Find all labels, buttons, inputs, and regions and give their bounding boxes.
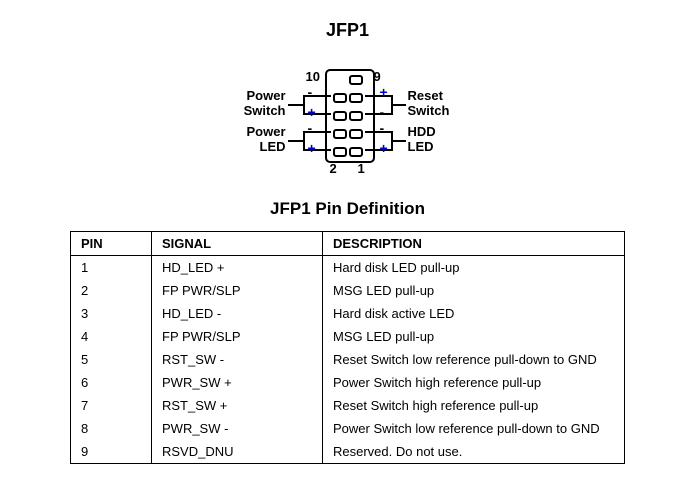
- table-cell: 3: [71, 302, 152, 325]
- sign-minus: -: [308, 85, 313, 99]
- table-row: 5RST_SW -Reset Switch low reference pull…: [71, 348, 625, 371]
- col-signal: SIGNAL: [152, 232, 323, 256]
- label-hdd-led-1: HDD: [408, 125, 436, 138]
- pin-row-6-5: [325, 107, 371, 125]
- sign-plus: +: [308, 141, 316, 155]
- lead-line: [288, 104, 303, 106]
- table-cell: 9: [71, 440, 152, 464]
- table-header-row: PIN SIGNAL DESCRIPTION: [71, 232, 625, 256]
- label-hdd-led-2: LED: [408, 140, 434, 153]
- table-cell: RST_SW +: [152, 394, 323, 417]
- lead-line: [365, 149, 393, 151]
- col-pin: PIN: [71, 232, 152, 256]
- lead-line: [288, 140, 303, 142]
- table-cell: 6: [71, 371, 152, 394]
- table-cell: HD_LED +: [152, 256, 323, 280]
- label-power-switch-2: Switch: [238, 104, 286, 117]
- pin-row-2-1: [325, 143, 371, 161]
- table-row: 1HD_LED +Hard disk LED pull-up: [71, 256, 625, 280]
- sign-plus: +: [380, 141, 388, 155]
- table-cell: FP PWR/SLP: [152, 325, 323, 348]
- table-row: 2FP PWR/SLPMSG LED pull-up: [71, 279, 625, 302]
- sign-plus: +: [308, 105, 316, 119]
- table-row: 6PWR_SW +Power Switch high reference pul…: [71, 371, 625, 394]
- table-cell: PWR_SW -: [152, 417, 323, 440]
- label-reset-switch-2: Switch: [408, 104, 450, 117]
- table-cell: Reserved. Do not use.: [323, 440, 625, 464]
- sign-minus: -: [380, 121, 385, 135]
- table-row: 3HD_LED -Hard disk active LED: [71, 302, 625, 325]
- sign-minus: -: [308, 121, 313, 135]
- pin-row-10-9: [325, 71, 371, 89]
- pin-num-1: 1: [358, 161, 365, 176]
- label-reset-switch-1: Reset: [408, 89, 443, 102]
- table-cell: Reset Switch high reference pull-up: [323, 394, 625, 417]
- label-power-led-1: Power: [238, 125, 286, 138]
- table-row: 8PWR_SW -Power Switch low reference pull…: [71, 417, 625, 440]
- table-cell: Hard disk active LED: [323, 302, 625, 325]
- table-cell: 7: [71, 394, 152, 417]
- lead-line: [365, 131, 393, 133]
- lead-line: [303, 131, 305, 151]
- lead-line: [365, 113, 393, 115]
- table-cell: MSG LED pull-up: [323, 279, 625, 302]
- table-cell: 4: [71, 325, 152, 348]
- table-cell: Reset Switch low reference pull-down to …: [323, 348, 625, 371]
- pin-definition-table: PIN SIGNAL DESCRIPTION 1HD_LED +Hard dis…: [70, 231, 625, 464]
- pin-row-4-3: [325, 125, 371, 143]
- table-cell: PWR_SW +: [152, 371, 323, 394]
- pin-num-9: 9: [374, 69, 381, 84]
- table-cell: 8: [71, 417, 152, 440]
- pin-num-10: 10: [306, 69, 320, 84]
- table-cell: MSG LED pull-up: [323, 325, 625, 348]
- table-cell: 1: [71, 256, 152, 280]
- table-row: 9RSVD_DNUReserved. Do not use.: [71, 440, 625, 464]
- lead-line: [391, 104, 406, 106]
- pin-diagram: 10 9 2 1 - + Power Switch - + Power LED …: [20, 49, 675, 179]
- lead-line: [391, 140, 406, 142]
- table-cell: 5: [71, 348, 152, 371]
- pin-num-2: 2: [330, 161, 337, 176]
- table-cell: HD_LED -: [152, 302, 323, 325]
- table-cell: RSVD_DNU: [152, 440, 323, 464]
- label-power-switch-1: Power: [238, 89, 286, 102]
- table-cell: Power Switch high reference pull-up: [323, 371, 625, 394]
- table-cell: Power Switch low reference pull-down to …: [323, 417, 625, 440]
- lead-line: [365, 95, 393, 97]
- table-row: 7RST_SW +Reset Switch high reference pul…: [71, 394, 625, 417]
- lead-line: [303, 95, 305, 115]
- header-title: JFP1: [20, 20, 675, 41]
- table-row: 4FP PWR/SLPMSG LED pull-up: [71, 325, 625, 348]
- table-cell: FP PWR/SLP: [152, 279, 323, 302]
- sign-plus: +: [380, 85, 388, 99]
- table-cell: RST_SW -: [152, 348, 323, 371]
- label-power-led-2: LED: [238, 140, 286, 153]
- table-title: JFP1 Pin Definition: [20, 199, 675, 219]
- pin-row-8-7: [325, 89, 371, 107]
- col-description: DESCRIPTION: [323, 232, 625, 256]
- sign-minus: -: [380, 105, 385, 119]
- table-cell: 2: [71, 279, 152, 302]
- table-cell: Hard disk LED pull-up: [323, 256, 625, 280]
